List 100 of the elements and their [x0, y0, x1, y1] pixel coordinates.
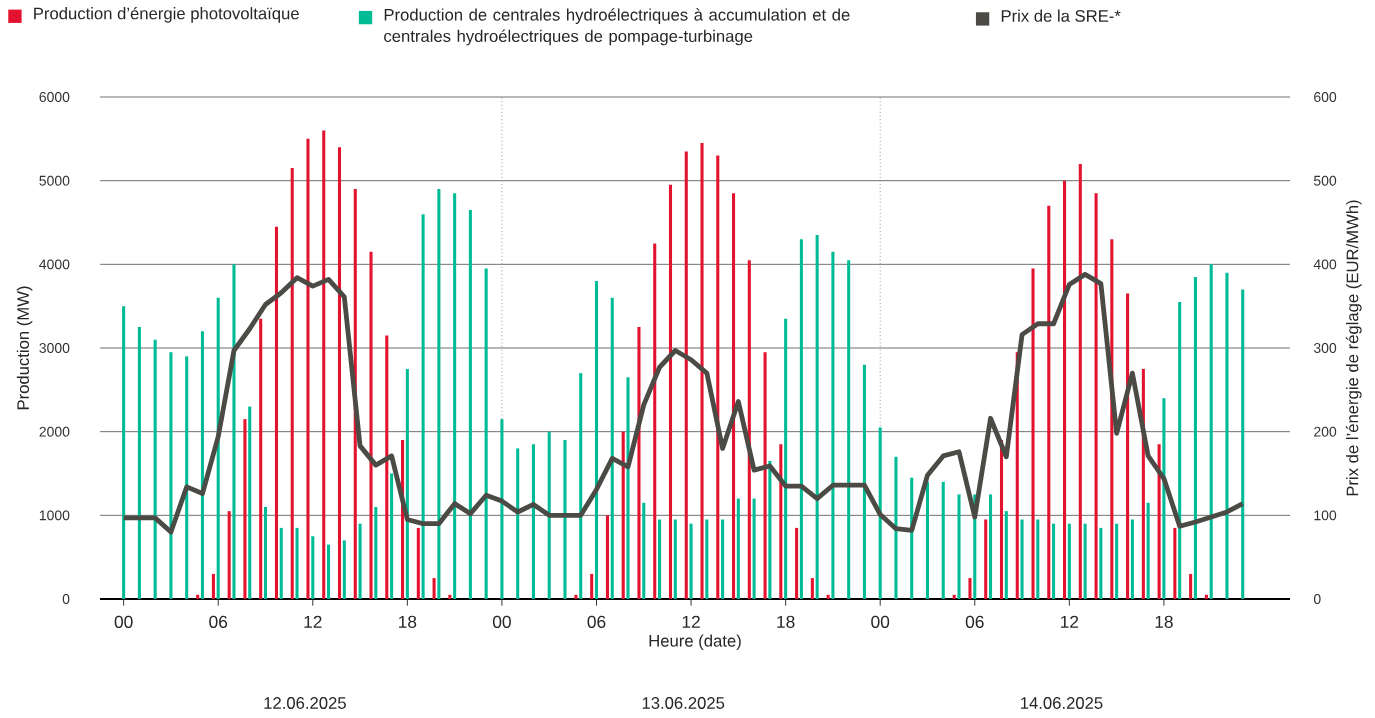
bar: [989, 494, 993, 599]
bar: [847, 260, 851, 599]
bar: [1157, 444, 1161, 599]
legend-label: Prix de la SRE-*: [1001, 9, 1121, 22]
bar: [894, 456, 898, 599]
bar: [810, 578, 814, 599]
bar: [605, 515, 609, 599]
y-tick-label: 0: [62, 594, 70, 604]
x-tick-label: 06: [209, 615, 228, 628]
bar: [1209, 264, 1213, 599]
y2-tick-label: 300: [1313, 343, 1337, 353]
bar: [1078, 163, 1082, 599]
bar: [784, 318, 788, 599]
legend-label: Production de centrales hydroélectriques à accumulation et de centrales hydroélectriques de pompage-turbinage: [384, 8, 850, 46]
bar: [1004, 511, 1008, 599]
bar: [137, 327, 141, 599]
y-axis-title: Production (MW): [16, 286, 33, 410]
y-tick-label: 4000: [39, 259, 70, 270]
bar: [169, 352, 173, 599]
y2-tick-label: 400: [1313, 259, 1337, 270]
bar: [689, 523, 693, 599]
bar: [337, 147, 342, 599]
bar: [721, 519, 725, 599]
text: 12.06.2025: [264, 697, 346, 709]
bar: [274, 226, 278, 599]
bar: [358, 523, 362, 599]
bar: [322, 130, 326, 599]
bar: [1189, 573, 1193, 599]
bar: [590, 573, 594, 599]
bar: [416, 527, 420, 599]
bar: [1162, 398, 1166, 599]
bar: [1146, 502, 1150, 599]
bar: [1204, 594, 1208, 599]
bar: [448, 594, 452, 599]
bar: [878, 427, 882, 599]
x-tick-label: 00: [871, 615, 890, 628]
bar: [952, 594, 956, 599]
bar: [263, 506, 268, 599]
bar: [311, 536, 315, 599]
bar: [374, 506, 378, 599]
bar: [637, 327, 641, 599]
bar: [736, 498, 740, 599]
bar: [405, 368, 409, 599]
x-tick-label: 12: [1061, 615, 1079, 628]
bar: [1067, 523, 1071, 599]
bar: [185, 356, 189, 599]
bar: [1099, 527, 1103, 599]
bar: [957, 494, 961, 599]
x-tick-label: 06: [587, 615, 606, 628]
text: 14.06.2025: [1021, 697, 1103, 709]
bar: [716, 155, 720, 599]
bar: [673, 519, 677, 599]
bar: [826, 594, 830, 599]
y-tick-label: 1000: [39, 510, 70, 521]
bar: [779, 444, 783, 599]
y2-tick-label: 500: [1313, 175, 1337, 186]
bar: [579, 373, 583, 599]
bar: [1225, 272, 1229, 599]
bar: [815, 235, 819, 599]
bar: [610, 297, 614, 599]
bar: [1047, 205, 1051, 599]
bar: [327, 544, 331, 599]
bar: [390, 473, 394, 599]
bar: [594, 281, 599, 599]
bar: [700, 143, 704, 599]
bar: [563, 440, 567, 599]
x-tick-label: 06: [965, 615, 984, 628]
bar: [1020, 519, 1024, 599]
bar: [642, 502, 646, 599]
x-tick-label: 00: [114, 615, 133, 628]
bar: [1083, 523, 1087, 599]
bar: [658, 519, 662, 599]
bar: [211, 573, 215, 599]
bar: [432, 578, 436, 599]
bar: [290, 168, 294, 599]
bar: [531, 444, 535, 599]
bar: [968, 578, 972, 599]
bar: [200, 331, 204, 599]
bar: [468, 209, 472, 599]
x-tick-label: 18: [399, 615, 417, 628]
bar: [421, 214, 425, 599]
bar: [747, 260, 751, 599]
legend-label: Production d’énergie photovoltaïque: [34, 6, 299, 23]
bar: [984, 519, 988, 599]
bar: [763, 352, 767, 599]
y2-tick-label: 200: [1314, 426, 1337, 437]
bar: [925, 481, 930, 599]
bar: [752, 498, 756, 599]
bar: [799, 239, 803, 599]
bar: [831, 251, 835, 599]
bar: [437, 189, 441, 599]
y-tick-label: 2000: [39, 426, 70, 437]
bar: [1063, 180, 1067, 599]
y2-tick-label: 100: [1314, 510, 1337, 521]
y2-axis-title: Prix de l’énergie de réglage (EUR/MWh): [1345, 200, 1362, 496]
bar: [768, 460, 772, 599]
bar: [1130, 519, 1134, 599]
bar: [1036, 519, 1040, 599]
bar: [941, 481, 945, 599]
bar: [574, 594, 578, 599]
